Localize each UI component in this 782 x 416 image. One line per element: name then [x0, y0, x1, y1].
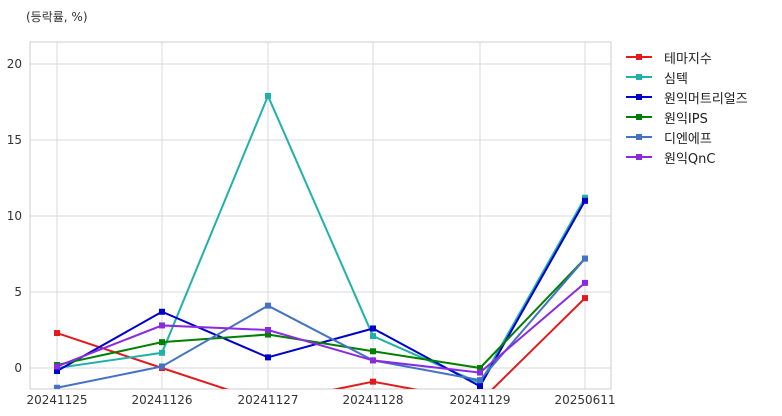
plot-frame — [29, 41, 612, 390]
data-point — [54, 363, 60, 370]
data-point — [582, 194, 588, 201]
x-tick-label: 20250611 — [554, 393, 615, 407]
data-point — [477, 369, 483, 376]
y-tick-label: 10 — [7, 209, 22, 223]
x-tick-label: 20241125 — [26, 393, 87, 407]
data-point — [477, 365, 483, 371]
legend-swatch — [626, 51, 652, 63]
data-point — [477, 377, 483, 384]
data-point — [159, 339, 165, 346]
data-point — [370, 333, 376, 340]
data-point — [265, 327, 271, 333]
legend-item: 디엔에프 — [626, 127, 748, 147]
data-point — [54, 384, 60, 389]
series-line-1 — [56, 297, 586, 389]
series-line-6 — [56, 282, 586, 374]
data-point — [265, 302, 271, 309]
legend-item: 테마지수 — [626, 47, 748, 67]
x-tick-label: 20241129 — [449, 393, 510, 407]
x-tick-label: 20241128 — [342, 393, 403, 407]
data-point — [54, 330, 60, 337]
series-group — [54, 92, 588, 389]
y-tick-label: 0 — [14, 361, 22, 375]
data-point — [477, 383, 483, 389]
data-point — [265, 92, 271, 99]
data-point — [582, 255, 588, 262]
legend-swatch — [626, 91, 652, 103]
legend-label: 원익머트리얼즈 — [664, 91, 748, 107]
data-point — [159, 349, 165, 356]
legend-item: 심텍 — [626, 67, 748, 87]
series-line-5 — [56, 257, 586, 389]
legend-swatch — [626, 151, 652, 163]
legend-item: 원익IPS — [626, 107, 748, 127]
legend-label: 테마지수 — [664, 51, 712, 67]
data-point — [370, 357, 376, 364]
data-point — [54, 368, 60, 375]
data-point — [159, 308, 165, 315]
data-point — [159, 322, 165, 329]
data-point — [582, 279, 588, 286]
legend-swatch — [626, 131, 652, 143]
data-point — [159, 363, 165, 370]
series-line-2 — [56, 93, 586, 385]
data-point — [265, 354, 271, 361]
legend-item: 원익QnC — [626, 147, 748, 167]
data-point — [370, 378, 376, 385]
legend-swatch — [626, 111, 652, 123]
x-tick-label: 20241126 — [131, 393, 192, 407]
data-point — [370, 325, 376, 332]
data-point — [582, 197, 588, 204]
legend-swatch — [626, 71, 652, 83]
y-tick-label: 15 — [7, 133, 22, 147]
y-tick-label: 5 — [14, 285, 22, 299]
legend-label: 심텍 — [664, 71, 688, 87]
unit-label: (등락률, %) — [26, 10, 88, 24]
data-point — [582, 295, 588, 302]
data-point — [370, 348, 376, 355]
legend-label: 원익QnC — [664, 151, 716, 167]
x-tick-label: 20241127 — [237, 393, 298, 407]
data-point — [477, 380, 483, 387]
legend-label: 디엔에프 — [664, 131, 712, 147]
legend-item: 원익머트리얼즈 — [626, 87, 748, 107]
series-line-4 — [56, 257, 586, 370]
y-tick-label: 20 — [7, 57, 22, 71]
legend-label: 원익IPS — [664, 111, 708, 127]
data-point — [265, 331, 271, 338]
